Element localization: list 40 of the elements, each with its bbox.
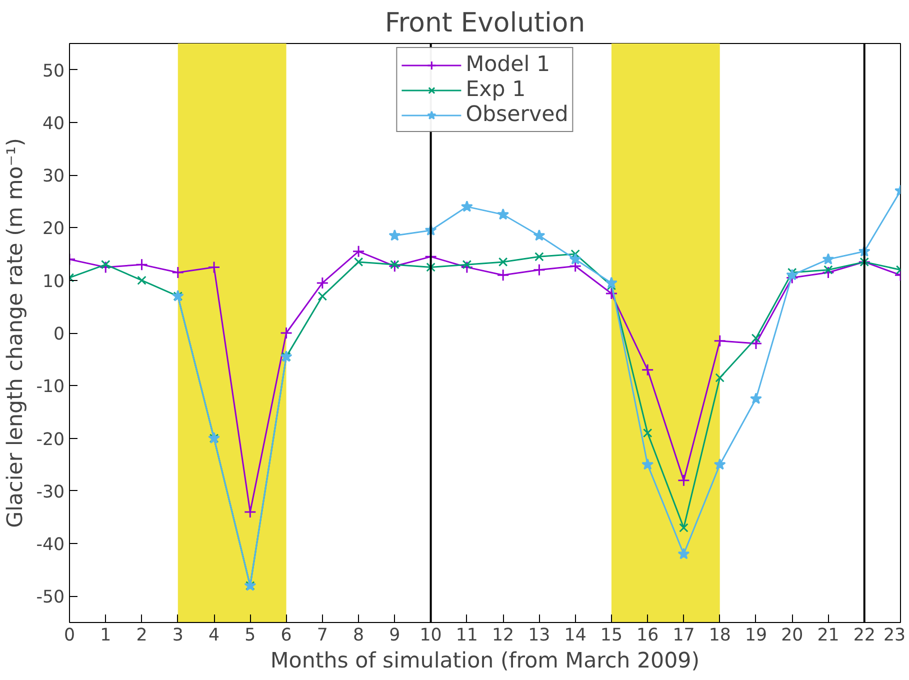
x-tick-label: 23 <box>883 626 906 646</box>
y-tick-label: 40 <box>42 114 65 134</box>
y-tick-label: -20 <box>36 430 65 450</box>
y-tick-label: 30 <box>42 166 65 187</box>
x-tick-label: 21 <box>817 626 840 646</box>
x-tick-label: 13 <box>528 626 550 646</box>
x-tick-label: 3 <box>172 626 184 646</box>
x-tick-label: 20 <box>781 626 804 646</box>
y-tick-label: 10 <box>42 272 65 292</box>
x-tick-label: 9 <box>389 626 400 646</box>
x-tick-label: 10 <box>420 626 442 646</box>
y-tick-label: 0 <box>53 324 65 344</box>
x-tick-label: 22 <box>853 626 876 646</box>
x-tick-label: 18 <box>708 626 731 646</box>
y-tick-label: -10 <box>36 377 65 398</box>
x-tick-label: 16 <box>636 626 659 646</box>
x-tick-label: 11 <box>456 626 478 646</box>
x-tick-label: 5 <box>244 626 256 646</box>
y-tick-label: 20 <box>42 219 65 240</box>
y-tick-label: -30 <box>36 482 65 502</box>
x-tick-label: 17 <box>672 626 695 646</box>
chart-title: Front Evolution <box>384 8 586 38</box>
x-tick-label: 1 <box>100 626 112 646</box>
x-tick-label: 7 <box>316 626 328 646</box>
y-tick-label: -40 <box>36 535 65 556</box>
x-tick-label: 19 <box>744 626 768 646</box>
y-tick-label: 50 <box>42 61 65 82</box>
x-tick-label: 15 <box>600 626 622 646</box>
x-tick-label: 4 <box>208 626 220 646</box>
y-axis-title: Glacier length change rate (m mo⁻¹) <box>3 138 28 528</box>
y-tick-label: -50 <box>36 588 65 608</box>
legend-label: Model 1 <box>466 52 550 77</box>
x-axis-title: Months of simulation (from March 2009) <box>270 648 700 674</box>
x-tick-label: 14 <box>564 626 586 646</box>
legend-label: Observed <box>466 102 568 127</box>
x-tick-label: 8 <box>353 626 364 646</box>
x-tick-label: 6 <box>280 626 292 646</box>
legend-label: Exp 1 <box>466 77 526 102</box>
x-tick-label: 12 <box>492 626 514 646</box>
x-tick-label: 2 <box>136 626 148 646</box>
